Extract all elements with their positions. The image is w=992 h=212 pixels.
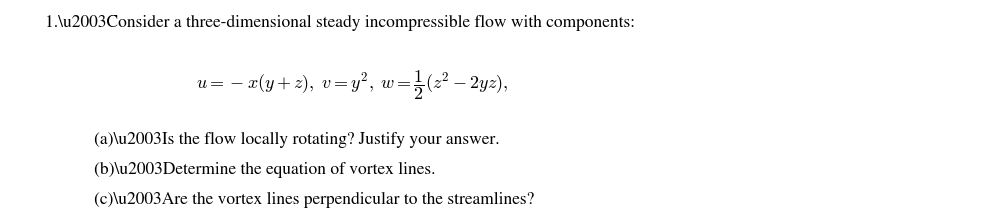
Text: (b)\u2003Determine the equation of vortex lines.: (b)\u2003Determine the equation of vorte… <box>94 162 435 178</box>
Text: (a)\u2003Is the flow locally rotating? Justify your answer.: (a)\u2003Is the flow locally rotating? J… <box>94 132 500 148</box>
Text: 1.\u2003Consider a three-dimensional steady incompressible flow with components:: 1.\u2003Consider a three-dimensional ste… <box>45 15 635 31</box>
Text: (c)\u2003Are the vortex lines perpendicular to the streamlines?: (c)\u2003Are the vortex lines perpendicu… <box>94 192 535 208</box>
Text: $u = -x(y+z),\; v = y^2,\; w = \dfrac{1}{2}(z^2-2yz),$: $u = -x(y+z),\; v = y^2,\; w = \dfrac{1}… <box>195 68 509 102</box>
